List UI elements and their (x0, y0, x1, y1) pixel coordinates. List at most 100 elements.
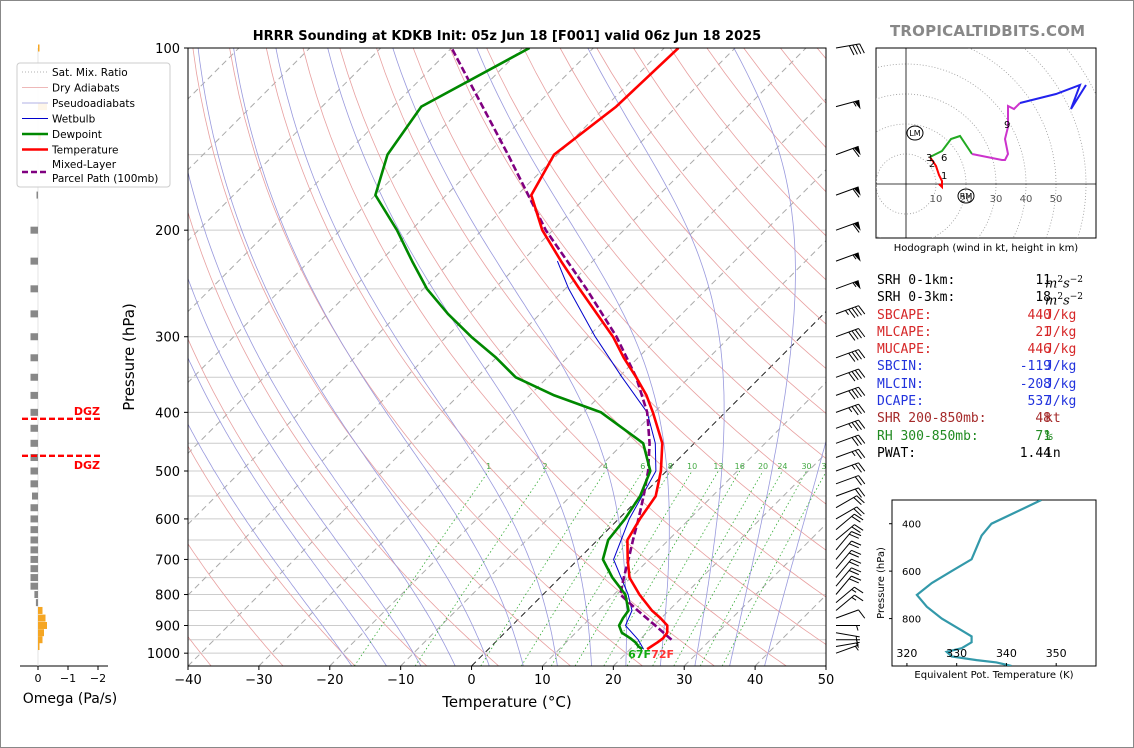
wind-barb-flag (854, 100, 861, 110)
stat-row: MLCAPE: 21 J/kg (877, 324, 1127, 341)
y-axis-label: Pressure (hPa) (120, 303, 138, 411)
dry-adiabat (188, 210, 499, 666)
hodograph-height-label: 3 (926, 153, 932, 164)
y-tick-label: 300 (155, 331, 180, 346)
wind-barb-full (854, 350, 862, 360)
wind-barb (835, 448, 866, 460)
wind-barb (835, 524, 864, 541)
dry-adiabat (412, 48, 826, 551)
y-tick-label: 100 (155, 42, 180, 57)
wind-barb-full (851, 516, 861, 523)
omega-bar (30, 226, 38, 234)
chart-title: HRRR Sounding at KDKB Init: 05z Jun 18 [… (253, 29, 761, 44)
wind-barb (835, 305, 866, 318)
wind-barb (835, 609, 866, 619)
omega-bar (30, 504, 38, 512)
stat-label: SRH 0-3km: (877, 290, 956, 306)
omega-bar (30, 546, 38, 554)
stat-value: 18 (1035, 290, 1051, 306)
wind-barb (835, 632, 860, 642)
hodograph-trace (929, 156, 943, 190)
mixing-ratio-label: 16 (735, 462, 745, 471)
theta-e-y-tick-label: 400 (902, 520, 921, 531)
wind-barb (835, 586, 864, 603)
wind-barb-full (854, 450, 862, 460)
pseudoadiabat (587, 48, 725, 666)
legend: Sat. Mix. Ratio Dry Adiabats Pseudoadiabat… (16, 62, 171, 188)
stat-label: MLCIN: (877, 376, 924, 392)
wind-barb-staff (835, 609, 859, 619)
wind-barb (835, 549, 862, 570)
dry-adiabat (188, 445, 356, 666)
wind-barb-half (856, 639, 859, 645)
stat-unit: m2s−2 (1045, 275, 1084, 292)
hodograph-height-label: 6 (941, 153, 947, 164)
legend-label-wetbulb: Wetbulb (52, 114, 96, 126)
wind-barb-full (856, 495, 865, 504)
y-tick-label: 900 (155, 619, 180, 634)
stat-value: -119 (1019, 359, 1051, 375)
stat-label: MLCAPE: (877, 324, 932, 340)
legend-box (16, 62, 171, 188)
wind-barb-full (854, 524, 864, 531)
mixing-ratio-label: 4 (603, 462, 608, 471)
pseudoadiabat (327, 48, 592, 666)
wind-barb-staff (835, 558, 852, 578)
wind-barb-full (856, 506, 865, 515)
pseudoadiabat (233, 48, 524, 666)
wind-barb-staff (835, 540, 852, 560)
surface-dewpoint-label: 67F (628, 648, 651, 661)
pseudoadiabat (197, 48, 490, 666)
wind-barb-full (851, 531, 862, 537)
wind-barb-full (859, 43, 865, 54)
omega-bar (30, 310, 38, 318)
wind-barb-full (855, 44, 862, 54)
x-tick-label: 10 (534, 673, 551, 688)
wind-barb-half (851, 589, 857, 593)
skew-t-clip-group: 1 2 4 6 8 10 13 16 20 24 30 36 (188, 48, 826, 666)
wind-barb-full (852, 44, 858, 55)
mixing-ratio-line (652, 470, 764, 666)
temperature-line (529, 48, 680, 651)
wind-barb (835, 419, 866, 432)
wind-barb-staff (835, 475, 859, 485)
stat-value: -208 (1019, 376, 1051, 392)
stat-row: SRH 0-3km: 18 m2s−2 (877, 289, 1127, 308)
wind-barb-full (858, 305, 866, 315)
wind-barb-staff (835, 368, 859, 378)
mixing-ratio-line (480, 470, 606, 666)
legend-label-temperature: Temperature (51, 145, 119, 157)
omega-bar (30, 574, 38, 582)
wind-barb-staff (835, 487, 859, 497)
x-tick-label: −20 (316, 673, 343, 688)
theta-e-x-tick-label: 320 (896, 647, 917, 660)
omega-tick-label: −2 (90, 672, 106, 685)
x-tick-label: 0 (467, 673, 475, 688)
wind-barb-staff (835, 280, 859, 290)
omega-bar (30, 515, 38, 523)
stat-label: RH 300-850mb: (877, 428, 979, 444)
theta-e-x-tick-label: 350 (1046, 647, 1067, 660)
wind-barb-flag (853, 221, 861, 231)
legend-label-parcel-1: Mixed-Layer (52, 159, 117, 171)
mixing-ratio-line (521, 470, 644, 666)
stat-row: DCAPE: 537 J/kg (877, 393, 1127, 410)
wind-barb-flag (853, 280, 861, 290)
theta-e-clip-group (915, 500, 1042, 666)
omega-bar (38, 44, 40, 52)
wind-barb-staff (835, 586, 855, 603)
wind-barb-full (854, 329, 862, 339)
theta-e-plot: 320 330 340 350 400 600 800 Equivalent Pot. Tem… (876, 499, 1097, 681)
wind-barb (835, 540, 862, 560)
isotherm-line (188, 48, 736, 596)
hodograph-clip-group: 10 20 30 40 50 123 6 9 LM RM (876, 48, 1096, 238)
wind-barb-full (848, 331, 856, 341)
wind-barb-staff (835, 145, 859, 156)
hodograph-height-label: 9 (1004, 120, 1010, 131)
wind-barb (835, 186, 861, 198)
wind-barb-full (854, 476, 862, 486)
omega-bar (35, 599, 38, 607)
wind-barb-staff (835, 575, 852, 595)
omega-tick-label: 0 (35, 672, 42, 685)
wind-barb-full (848, 578, 859, 584)
